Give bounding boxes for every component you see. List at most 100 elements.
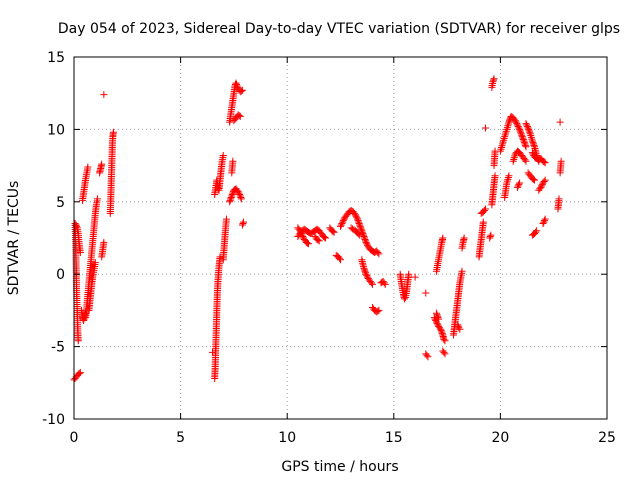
data-point (226, 198, 234, 206)
data-point (433, 311, 441, 319)
data-point (411, 273, 419, 281)
data-point (513, 121, 521, 129)
data-point (422, 289, 430, 297)
data-point (233, 81, 241, 89)
data-point (520, 138, 528, 146)
data-point (440, 335, 448, 343)
data-point (438, 328, 446, 336)
data-point (454, 322, 462, 330)
data-point (498, 142, 506, 150)
data-point (227, 193, 235, 201)
data-point (354, 217, 362, 225)
data-point (338, 220, 346, 228)
plot-frame (73, 56, 608, 420)
data-point (236, 112, 244, 120)
data-point (400, 295, 408, 303)
data-point (456, 325, 464, 333)
data-point (526, 128, 534, 136)
y-tick-label: -5 (51, 340, 65, 356)
data-point (501, 133, 509, 141)
data-point (557, 157, 565, 165)
data-point (510, 154, 518, 162)
data-point (527, 132, 535, 140)
data-point (502, 129, 510, 137)
data-point (454, 321, 462, 329)
data-point (74, 337, 82, 345)
data-point (363, 272, 371, 280)
data-point (487, 231, 495, 239)
data-point (100, 238, 108, 246)
data-point (536, 185, 544, 193)
data-point (529, 138, 537, 146)
y-tick-label: 10 (47, 122, 65, 138)
data-point (437, 327, 445, 335)
data-point (229, 189, 237, 197)
data-point (433, 319, 441, 327)
data-point (516, 179, 524, 187)
data-point (239, 218, 247, 226)
data-point (238, 221, 246, 229)
data-point (541, 176, 549, 184)
data-point (438, 330, 446, 338)
data-point (226, 196, 234, 204)
data-point (356, 221, 364, 229)
data-point (76, 248, 84, 256)
data-point (541, 215, 549, 223)
data-point (362, 269, 370, 277)
data-point (362, 270, 370, 278)
data-point (510, 155, 518, 163)
data-point (340, 215, 348, 223)
data-point (513, 183, 521, 191)
data-point (491, 172, 499, 180)
data-point (503, 124, 511, 132)
data-point (511, 152, 519, 160)
data-point (486, 234, 494, 242)
data-point (480, 206, 488, 214)
x-tick-label: 0 (70, 430, 79, 446)
data-point (538, 180, 546, 188)
data-point (239, 220, 247, 228)
data-point (354, 215, 362, 223)
data-points (70, 75, 565, 384)
x-tick-label: 10 (278, 430, 296, 446)
data-point (515, 180, 523, 188)
data-point (526, 130, 534, 138)
data-point (527, 133, 535, 141)
data-point (299, 233, 307, 241)
data-point (381, 280, 389, 288)
data-point (524, 124, 532, 132)
data-point (503, 179, 511, 187)
data-point (529, 175, 537, 183)
y-tick-label: 5 (56, 195, 65, 211)
data-point (216, 253, 224, 261)
data-point (357, 225, 365, 233)
axis-ticks (73, 56, 608, 420)
data-point (432, 309, 440, 317)
data-point (441, 337, 449, 345)
data-point (512, 118, 520, 126)
data-point (227, 195, 235, 203)
data-point (440, 348, 448, 356)
data-point (521, 141, 529, 149)
data-point (75, 369, 83, 377)
data-point (523, 123, 531, 131)
data-point (360, 233, 368, 241)
data-point (519, 134, 527, 142)
data-point (529, 140, 537, 148)
data-point (375, 250, 383, 258)
data-point (233, 186, 241, 194)
data-point (295, 225, 303, 233)
grid (74, 57, 607, 419)
data-point (361, 235, 369, 243)
data-point (528, 135, 536, 143)
data-point (355, 218, 363, 226)
data-point (367, 279, 375, 287)
data-point (528, 149, 536, 157)
data-point (460, 234, 468, 242)
data-point (504, 120, 512, 128)
data-point (556, 118, 564, 126)
data-point (297, 228, 305, 236)
data-point (236, 192, 244, 200)
data-point (364, 273, 372, 281)
data-point (504, 122, 512, 130)
